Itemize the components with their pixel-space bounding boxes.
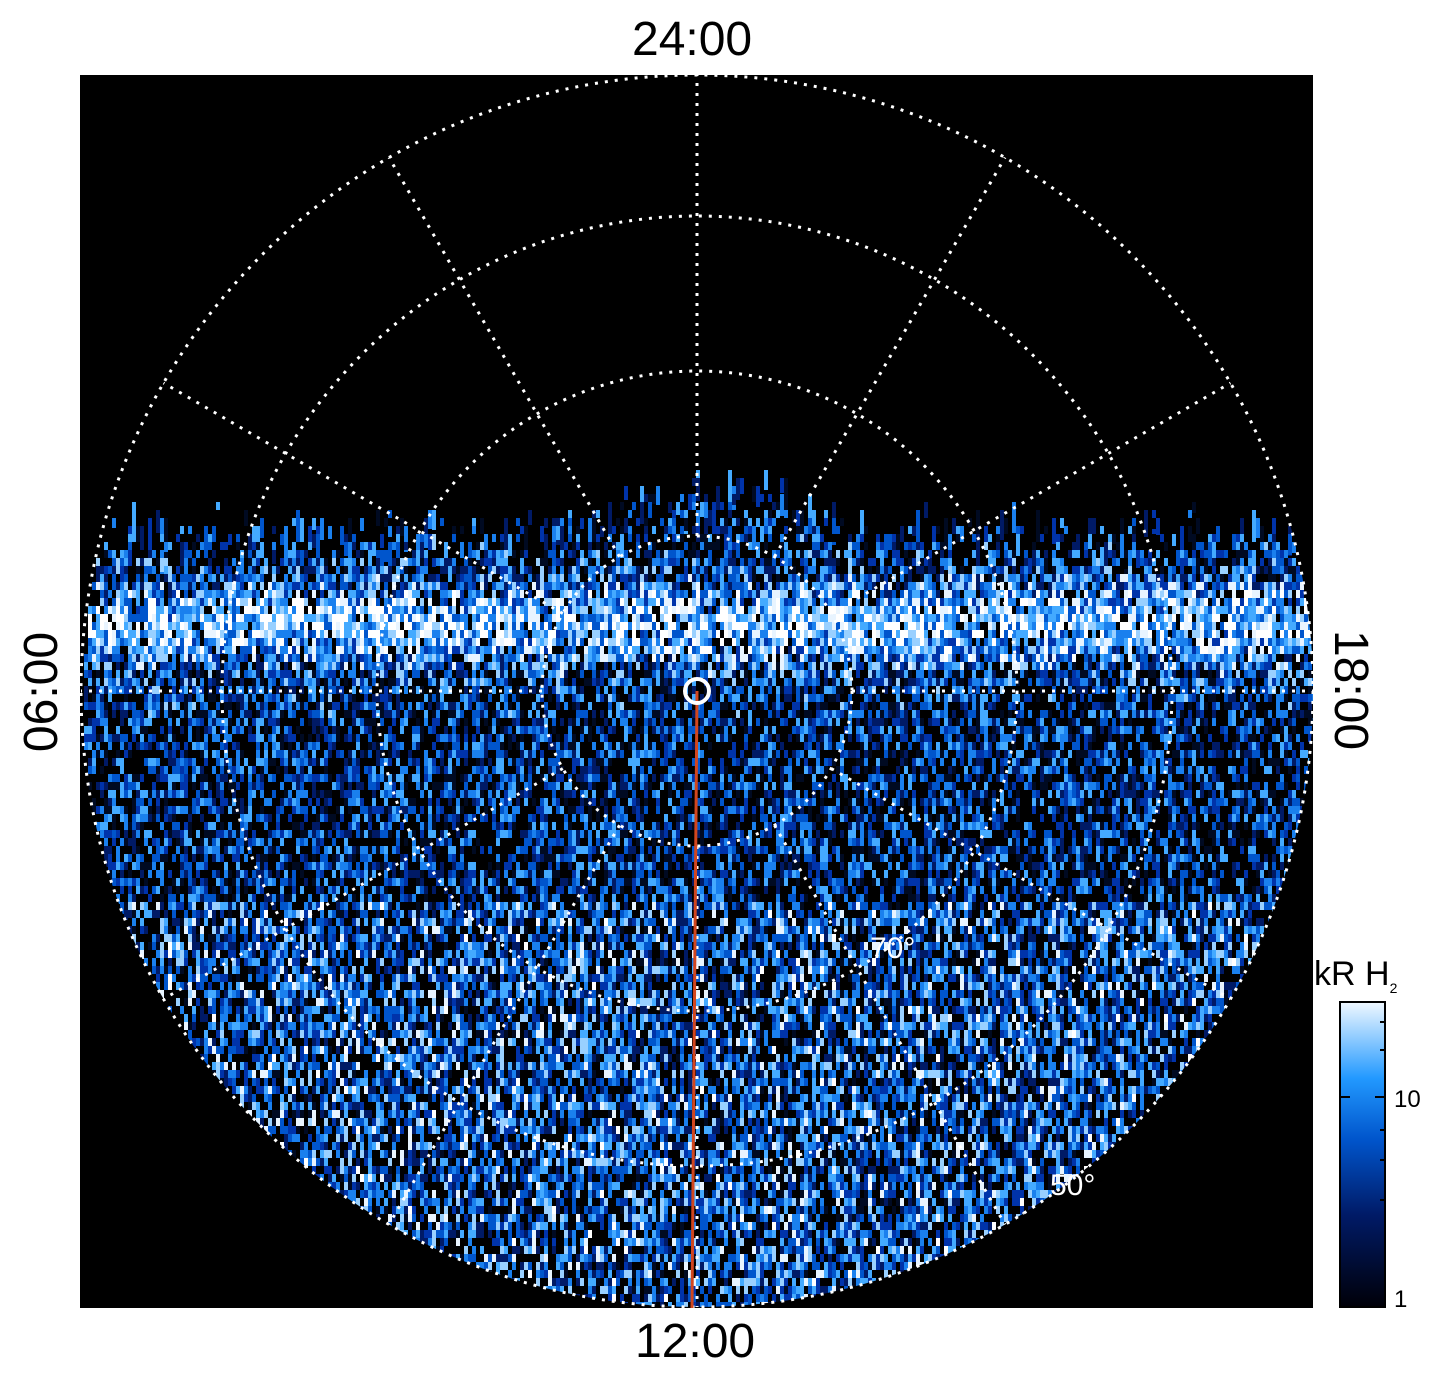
colorbar <box>1340 1002 1385 1307</box>
lat-50-label: 50° <box>1050 1169 1095 1202</box>
dusk-label: 18:00 <box>1326 630 1374 750</box>
noon-label: 12:00 <box>635 1318 755 1366</box>
colorbar-title: kR H2 <box>1314 955 1397 996</box>
midnight-label: 24:00 <box>632 16 752 64</box>
dawn-label: 06:00 <box>18 632 66 752</box>
colorbar-tick-10: 10 <box>1394 1086 1421 1114</box>
colorbar-tick-1: 1 <box>1394 1286 1407 1314</box>
lat-70-label: 70° <box>870 932 915 965</box>
